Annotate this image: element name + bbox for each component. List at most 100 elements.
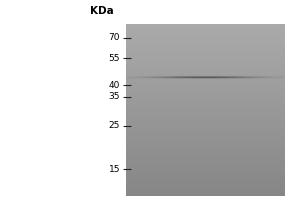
Bar (126, 108, 285, 109)
Bar (126, 157, 285, 158)
Bar (126, 173, 285, 174)
Bar (126, 182, 285, 183)
Bar (126, 82, 285, 83)
Bar (126, 163, 285, 164)
Bar (126, 92, 285, 93)
Text: 55: 55 (109, 54, 120, 63)
Bar (126, 126, 285, 127)
Bar (126, 28, 285, 29)
Bar (126, 112, 285, 113)
Bar (126, 121, 285, 122)
Bar (126, 144, 285, 145)
Bar (126, 143, 285, 144)
Bar (126, 78, 285, 79)
Bar (126, 56, 285, 57)
Bar (126, 90, 285, 91)
Bar (126, 152, 285, 153)
Bar (126, 190, 285, 191)
Bar (126, 47, 285, 48)
Bar (126, 111, 285, 112)
Bar (126, 177, 285, 178)
Bar (126, 137, 285, 138)
Bar (126, 89, 285, 90)
Bar (126, 188, 285, 189)
Bar (126, 93, 285, 94)
Bar (126, 119, 285, 120)
Bar (126, 55, 285, 56)
Bar (126, 60, 285, 61)
Bar (126, 59, 285, 60)
Bar (126, 129, 285, 130)
Bar (126, 96, 285, 97)
Bar (126, 181, 285, 182)
Bar (126, 138, 285, 139)
Bar (126, 97, 285, 98)
Bar (126, 84, 285, 85)
Bar (126, 109, 285, 110)
Bar (126, 48, 285, 49)
Bar (126, 24, 285, 25)
Bar (126, 127, 285, 128)
Bar (126, 195, 285, 196)
Bar (126, 160, 285, 161)
Bar (126, 65, 285, 66)
Bar (126, 25, 285, 26)
Bar (126, 49, 285, 50)
Bar (126, 99, 285, 100)
Bar (126, 31, 285, 32)
Bar (126, 91, 285, 92)
Bar (126, 158, 285, 159)
Bar (126, 33, 285, 34)
Bar (126, 139, 285, 140)
Bar (126, 166, 285, 167)
Bar (126, 71, 285, 72)
Bar (126, 165, 285, 166)
Bar (126, 156, 285, 157)
Bar (126, 178, 285, 179)
Bar (126, 134, 285, 135)
Bar (126, 162, 285, 163)
Bar (126, 87, 285, 88)
Bar (126, 86, 285, 87)
Bar (126, 145, 285, 146)
Bar (126, 63, 285, 64)
Bar (126, 76, 285, 77)
Bar (126, 88, 285, 89)
Bar (126, 123, 285, 124)
Bar (126, 187, 285, 188)
Bar (126, 167, 285, 168)
Bar (126, 27, 285, 28)
Bar (126, 74, 285, 75)
Text: 15: 15 (109, 165, 120, 174)
Bar (126, 146, 285, 147)
Bar (126, 193, 285, 194)
Bar (126, 100, 285, 101)
Bar (126, 117, 285, 118)
Text: 40: 40 (109, 81, 120, 90)
Bar (126, 101, 285, 102)
Bar (126, 80, 285, 81)
Bar (126, 72, 285, 73)
Bar (126, 180, 285, 181)
Bar (126, 103, 285, 104)
Bar (126, 64, 285, 65)
Bar (126, 169, 285, 170)
Bar (126, 52, 285, 53)
Bar (126, 140, 285, 141)
Bar (126, 26, 285, 27)
Bar (126, 154, 285, 155)
Bar (126, 94, 285, 95)
Bar (126, 186, 285, 187)
Bar (126, 30, 285, 31)
Text: 25: 25 (109, 121, 120, 130)
Bar (126, 36, 285, 37)
Bar (126, 42, 285, 43)
Bar (126, 155, 285, 156)
Bar (126, 114, 285, 115)
Bar (126, 147, 285, 148)
Bar (126, 130, 285, 131)
Bar (126, 128, 285, 129)
Bar (126, 44, 285, 45)
Bar (126, 172, 285, 173)
Bar (126, 174, 285, 175)
